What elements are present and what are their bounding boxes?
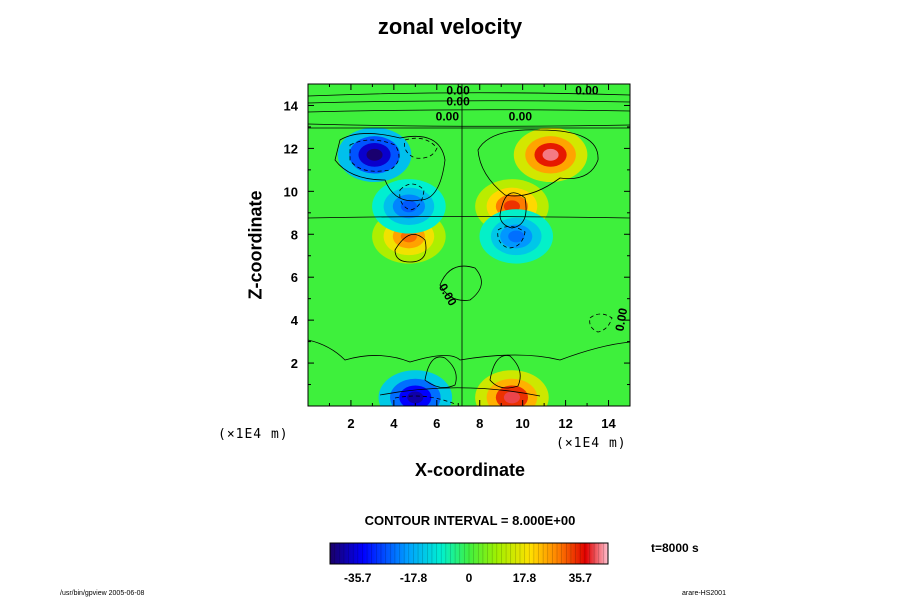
z-tick-label: 6 (291, 270, 298, 285)
field-feature-6 (503, 391, 520, 404)
plot-frame (307, 83, 631, 407)
colorbar-frame (329, 542, 609, 565)
footer-left: /usr/bin/gpview 2005-06-08 (60, 590, 145, 597)
velocity-field (337, 127, 588, 406)
x-tick-label: 2 (347, 416, 354, 431)
chart-title: zonal velocity (377, 14, 523, 39)
time-label: t=8000 s (651, 541, 699, 555)
x-axis-units: (×1E4 m) (556, 436, 627, 451)
contour-lines (308, 84, 630, 406)
contour-label: 0.00 (509, 109, 533, 123)
axis-ticks (308, 84, 630, 406)
field-feature-2 (400, 230, 417, 243)
contour-label: 0.00 (436, 109, 460, 123)
z-tick-labels: 2 4 6 8 10 12 14 (284, 98, 299, 371)
contour-labels: 0.000.000.000.000.000.000.00 (436, 84, 631, 333)
y-axis-label: Z-coordinate (245, 190, 266, 300)
x-tick-label: 14 (601, 416, 616, 431)
contour-interval-text: CONTOUR INTERVAL = 8.000E+00 (364, 513, 576, 528)
x-tick-label: 6 (433, 416, 440, 431)
field-feature-7 (407, 391, 424, 404)
z-tick-label: 14 (284, 98, 299, 113)
colorbar-stripes (334, 543, 604, 564)
colorbar-tick-label: 17.8 (513, 571, 537, 585)
z-axis-units: (×1E4 m) (218, 427, 289, 442)
contour-label: 0.00 (446, 94, 470, 108)
footer-right: arare-HS2001 (682, 590, 726, 597)
contour-label: 0.00 (612, 307, 630, 333)
x-tick-label: 8 (476, 416, 483, 431)
z-tick-label: 8 (291, 227, 298, 242)
x-tick-label: 12 (558, 416, 572, 431)
field-feature-1 (542, 148, 559, 161)
colorbar-tick-label: -35.7 (344, 571, 372, 585)
x-tick-labels: 2 4 6 8 10 12 14 (347, 416, 616, 431)
z-tick-label: 10 (284, 184, 298, 199)
x-tick-label: 4 (390, 416, 398, 431)
colorbar-tick-labels: -35.7 -17.8 0 17.8 35.7 (344, 571, 592, 585)
field-feature-4 (400, 200, 417, 213)
z-tick-label: 2 (291, 356, 298, 371)
field-feature-5 (508, 230, 525, 243)
contour-label: 0.00 (446, 84, 470, 98)
colorbar-tick-label: -17.8 (400, 571, 428, 585)
z-tick-label: 12 (284, 141, 298, 156)
field-feature-0 (366, 148, 383, 161)
x-tick-label: 10 (515, 416, 529, 431)
contour-label: 0.00 (575, 84, 599, 98)
colorbar (330, 543, 608, 564)
z-tick-label: 4 (291, 313, 299, 328)
colorbar-tick-label: 0 (466, 571, 473, 585)
colorbar-tick-label: 35.7 (569, 571, 593, 585)
x-axis-label: X-coordinate (414, 460, 525, 480)
